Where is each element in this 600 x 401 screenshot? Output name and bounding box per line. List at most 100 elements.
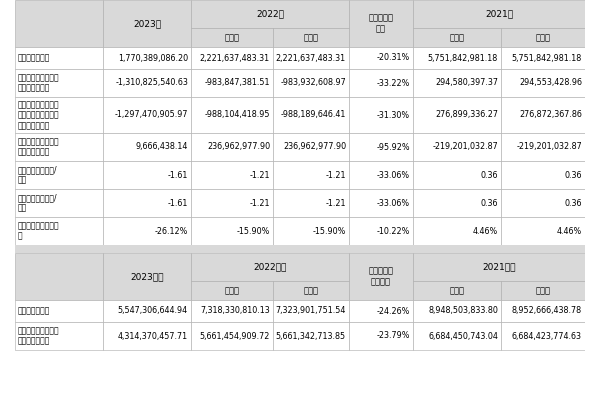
Text: -1.21: -1.21 [250, 198, 270, 207]
Bar [15, 253, 103, 300]
Bar [103, 47, 191, 69]
Text: 营业收入（元）: 营业收入（元） [18, 53, 50, 63]
Bar [349, 97, 413, 133]
Text: 资产总额（元）: 资产总额（元） [18, 306, 50, 316]
Bar [413, 189, 501, 217]
Text: -219,201,032.87: -219,201,032.87 [516, 142, 582, 152]
Text: -1.21: -1.21 [325, 170, 346, 180]
Text: 276,899,336.27: 276,899,336.27 [435, 111, 498, 119]
Text: 2023年末: 2023年末 [130, 272, 164, 281]
Bar [501, 28, 585, 47]
Text: -24.26%: -24.26% [377, 306, 410, 316]
Bar [501, 97, 585, 133]
Text: -983,932,608.97: -983,932,608.97 [280, 79, 346, 87]
Bar [191, 245, 273, 253]
Text: -983,847,381.51: -983,847,381.51 [205, 79, 270, 87]
Bar [501, 322, 585, 350]
Bar [273, 189, 349, 217]
Text: -1.61: -1.61 [167, 198, 188, 207]
Text: 2022年末: 2022年末 [253, 263, 287, 271]
Bar [501, 245, 585, 253]
Bar [501, 133, 585, 161]
Bar [103, 253, 191, 300]
Text: 8,948,503,833.80: 8,948,503,833.80 [428, 306, 498, 316]
Text: 5,661,342,713.85: 5,661,342,713.85 [276, 332, 346, 340]
Bar [15, 245, 103, 253]
Text: 1,770,389,086.20: 1,770,389,086.20 [118, 53, 188, 63]
Text: 加权平均净资产收益
率: 加权平均净资产收益 率 [18, 221, 59, 241]
Bar [15, 97, 103, 133]
Bar [413, 47, 501, 69]
Text: -219,201,032.87: -219,201,032.87 [432, 142, 498, 152]
Bar [273, 281, 349, 300]
Bar [191, 217, 273, 245]
Bar [103, 300, 191, 322]
Bar [103, 133, 191, 161]
Bar [413, 133, 501, 161]
Text: 调整后: 调整后 [536, 286, 551, 295]
Bar [191, 28, 273, 47]
Bar [191, 253, 349, 281]
Text: -15.90%: -15.90% [236, 227, 270, 235]
Text: 调整前: 调整前 [449, 286, 464, 295]
Bar [501, 189, 585, 217]
Bar [273, 322, 349, 350]
Bar [191, 322, 273, 350]
Bar [501, 161, 585, 189]
Text: 0.36: 0.36 [565, 198, 582, 207]
Text: 5,661,454,909.72: 5,661,454,909.72 [200, 332, 270, 340]
Text: -1.21: -1.21 [325, 198, 346, 207]
Text: -26.12%: -26.12% [155, 227, 188, 235]
Bar [15, 47, 103, 69]
Bar [501, 281, 585, 300]
Text: 276,872,367.86: 276,872,367.86 [519, 111, 582, 119]
Text: -20.31%: -20.31% [377, 53, 410, 63]
Text: -1.21: -1.21 [250, 170, 270, 180]
Bar [191, 281, 273, 300]
Text: 236,962,977.90: 236,962,977.90 [207, 142, 270, 152]
Bar [273, 245, 349, 253]
Bar [413, 69, 501, 97]
Text: -988,104,418.95: -988,104,418.95 [205, 111, 270, 119]
Bar [273, 161, 349, 189]
Bar [413, 281, 501, 300]
Bar [191, 133, 273, 161]
Bar [349, 133, 413, 161]
Bar [349, 161, 413, 189]
Bar [501, 300, 585, 322]
Bar [191, 0, 349, 28]
Text: 本年末比上
年末增减: 本年末比上 年末增减 [368, 266, 394, 287]
Text: -33.06%: -33.06% [377, 198, 410, 207]
Text: 5,751,842,981.18: 5,751,842,981.18 [512, 53, 582, 63]
Text: 0.36: 0.36 [481, 198, 498, 207]
Bar [413, 28, 501, 47]
Text: -31.30%: -31.30% [377, 111, 410, 119]
Text: 4.46%: 4.46% [473, 227, 498, 235]
Text: 归属于上市公司股东
的扣除非经常性损益
的净利润（元）: 归属于上市公司股东 的扣除非经常性损益 的净利润（元） [18, 100, 59, 130]
Bar [349, 300, 413, 322]
Bar [273, 217, 349, 245]
Text: 2021年: 2021年 [485, 10, 513, 18]
Bar [501, 217, 585, 245]
Bar [191, 47, 273, 69]
Text: 7,318,330,810.13: 7,318,330,810.13 [200, 306, 270, 316]
Bar [103, 69, 191, 97]
Bar [191, 161, 273, 189]
Bar [413, 161, 501, 189]
Text: 调整后: 调整后 [304, 33, 319, 42]
Text: 经营活动产生的现金
流量净额（元）: 经营活动产生的现金 流量净额（元） [18, 137, 59, 157]
Bar [349, 253, 413, 300]
Text: -33.06%: -33.06% [377, 170, 410, 180]
Bar [349, 322, 413, 350]
Bar [191, 97, 273, 133]
Bar [501, 69, 585, 97]
Text: -15.90%: -15.90% [313, 227, 346, 235]
Bar [103, 0, 191, 47]
Bar [103, 97, 191, 133]
Text: 本年比上年
增减: 本年比上年 增减 [368, 14, 394, 34]
Text: 294,580,397.37: 294,580,397.37 [435, 79, 498, 87]
Bar [413, 253, 585, 281]
Bar [413, 245, 501, 253]
Bar [349, 189, 413, 217]
Text: 4.46%: 4.46% [557, 227, 582, 235]
